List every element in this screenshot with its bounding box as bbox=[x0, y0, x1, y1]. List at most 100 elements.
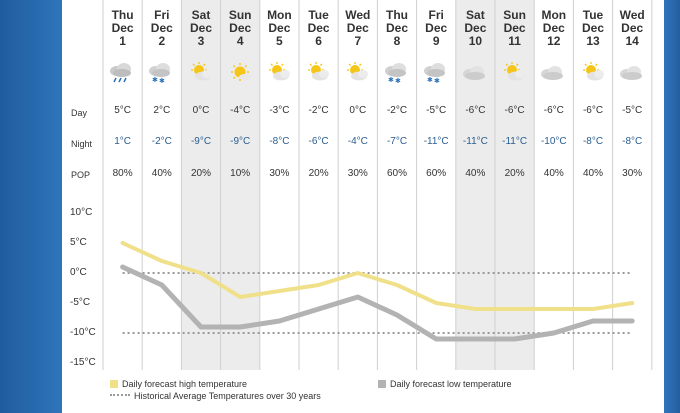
svg-text:✱: ✱ bbox=[395, 77, 401, 83]
day-header: Sat Dec 10 bbox=[456, 9, 495, 48]
day-header-mon: Dec bbox=[464, 21, 487, 35]
pop-value: 40% bbox=[543, 168, 564, 179]
pop-value: 40% bbox=[151, 168, 172, 179]
day-header: Mon Dec 5 bbox=[260, 9, 299, 48]
day-header-dow: Sun bbox=[503, 8, 526, 22]
high-temp-point bbox=[513, 307, 517, 311]
legend-high-swatch bbox=[110, 380, 118, 388]
day-header-dow: Fri bbox=[154, 8, 170, 22]
day-header-mon: Dec bbox=[111, 21, 134, 35]
pop-value: 80% bbox=[112, 168, 133, 179]
night-temp: -6°C bbox=[308, 136, 329, 147]
row-label-pop: POP bbox=[71, 170, 91, 180]
pop-value: 40% bbox=[465, 168, 486, 179]
y-tick-label: -15°C bbox=[70, 357, 96, 368]
low-temp-point bbox=[277, 319, 281, 323]
day-header-mon: Dec bbox=[268, 21, 291, 35]
night-temp: -8°C bbox=[622, 136, 643, 147]
day-header: Fri Dec 2 bbox=[142, 9, 181, 48]
legend-historical-swatch bbox=[110, 394, 130, 396]
snow-cloud-icon: ✱ ✱ bbox=[384, 63, 406, 83]
day-temp: -5°C bbox=[426, 105, 447, 116]
day-header-dow: Mon bbox=[541, 8, 567, 22]
day-header-mon: Dec bbox=[581, 21, 604, 35]
low-temp-point bbox=[238, 325, 242, 329]
day-header-mon: Dec bbox=[307, 21, 330, 35]
day-temp: -6°C bbox=[504, 105, 525, 116]
high-temp-point bbox=[630, 301, 634, 305]
day-header-date: 1 bbox=[119, 34, 126, 48]
pop-value: 40% bbox=[582, 168, 603, 179]
high-temp-point bbox=[277, 289, 281, 293]
night-temp: -4°C bbox=[347, 136, 368, 147]
y-tick-label: -5°C bbox=[70, 297, 91, 308]
high-temp-point bbox=[591, 307, 595, 311]
day-temp: -2°C bbox=[386, 105, 408, 116]
night-temp: -2°C bbox=[151, 136, 172, 147]
night-temp: -8°C bbox=[269, 136, 290, 147]
day-header-mon: Dec bbox=[385, 21, 408, 35]
weekend-shade bbox=[220, 0, 260, 370]
pop-value: 60% bbox=[386, 168, 407, 179]
high-temp-point bbox=[395, 283, 399, 287]
day-header-date: 2 bbox=[158, 34, 166, 48]
pop-value: 20% bbox=[308, 168, 329, 179]
low-temp-point bbox=[591, 319, 595, 323]
low-temp-point bbox=[199, 325, 203, 329]
night-temp: -11°C bbox=[462, 136, 488, 147]
day-header: Tue Dec 6 bbox=[299, 9, 338, 48]
high-temperature-line bbox=[120, 241, 635, 311]
night-temp: -9°C bbox=[190, 136, 212, 147]
low-temp-point bbox=[434, 337, 438, 341]
low-temp-point bbox=[630, 319, 634, 323]
day-header: Thu Dec 1 bbox=[103, 9, 142, 48]
day-header-date: 14 bbox=[625, 34, 639, 48]
legend-low: Daily forecast low temperature bbox=[378, 379, 512, 389]
legend-low-label: Daily forecast low temperature bbox=[390, 379, 512, 389]
sun-cloud-icon bbox=[582, 62, 604, 81]
svg-text:✱: ✱ bbox=[159, 77, 165, 83]
svg-text:✱: ✱ bbox=[152, 76, 158, 83]
sun-cloud-icon bbox=[190, 62, 212, 81]
pop-value: 60% bbox=[426, 168, 447, 179]
night-temp: -10°C bbox=[540, 136, 567, 147]
day-header: Sun Dec 11 bbox=[495, 9, 534, 48]
day-header-mon: Dec bbox=[346, 21, 369, 35]
left-background-band bbox=[0, 0, 62, 413]
day-header: Wed Dec 7 bbox=[338, 9, 377, 48]
day-header: Sun Dec 4 bbox=[221, 9, 260, 48]
low-temp-point bbox=[317, 307, 321, 311]
y-tick-label: 10°C bbox=[70, 207, 93, 218]
day-header-date: 12 bbox=[547, 34, 561, 48]
day-header-dow: Tue bbox=[308, 8, 329, 22]
high-temp-point bbox=[199, 271, 203, 275]
day-header-mon: Dec bbox=[150, 21, 173, 35]
y-tick-label: 5°C bbox=[70, 237, 87, 248]
right-background-band bbox=[664, 0, 680, 413]
snow-cloud-icon: ✱ ✱ bbox=[149, 63, 171, 83]
day-header-dow: Thu bbox=[386, 8, 408, 22]
low-temp-point bbox=[552, 331, 556, 335]
day-header: Fri Dec 9 bbox=[417, 9, 456, 48]
pop-value: 30% bbox=[269, 168, 290, 179]
day-header-date: 3 bbox=[197, 34, 205, 48]
low-temp-point bbox=[513, 337, 517, 341]
sun-cloud-icon bbox=[268, 62, 290, 81]
night-temp: 1°C bbox=[114, 136, 131, 147]
day-header-dow: Wed bbox=[619, 8, 645, 22]
day-header-dow: Tue bbox=[582, 8, 604, 22]
night-temp: -7°C bbox=[386, 136, 408, 147]
day-header-dow: Sat bbox=[466, 8, 485, 22]
pop-value: 30% bbox=[347, 168, 368, 179]
y-tick-label: -10°C bbox=[70, 327, 96, 338]
sun-cloud-icon bbox=[504, 62, 526, 81]
legend-high: Daily forecast high temperature bbox=[110, 379, 247, 389]
day-temp: 5°C bbox=[114, 105, 131, 116]
pop-value: 30% bbox=[622, 168, 643, 179]
day-header-date: 9 bbox=[432, 34, 440, 48]
rain-cloud-icon bbox=[110, 63, 132, 83]
low-temp-point bbox=[121, 265, 125, 269]
day-temp: -3°C bbox=[269, 105, 290, 116]
sun-cloud-icon bbox=[347, 62, 369, 81]
svg-text:✱: ✱ bbox=[427, 76, 433, 83]
